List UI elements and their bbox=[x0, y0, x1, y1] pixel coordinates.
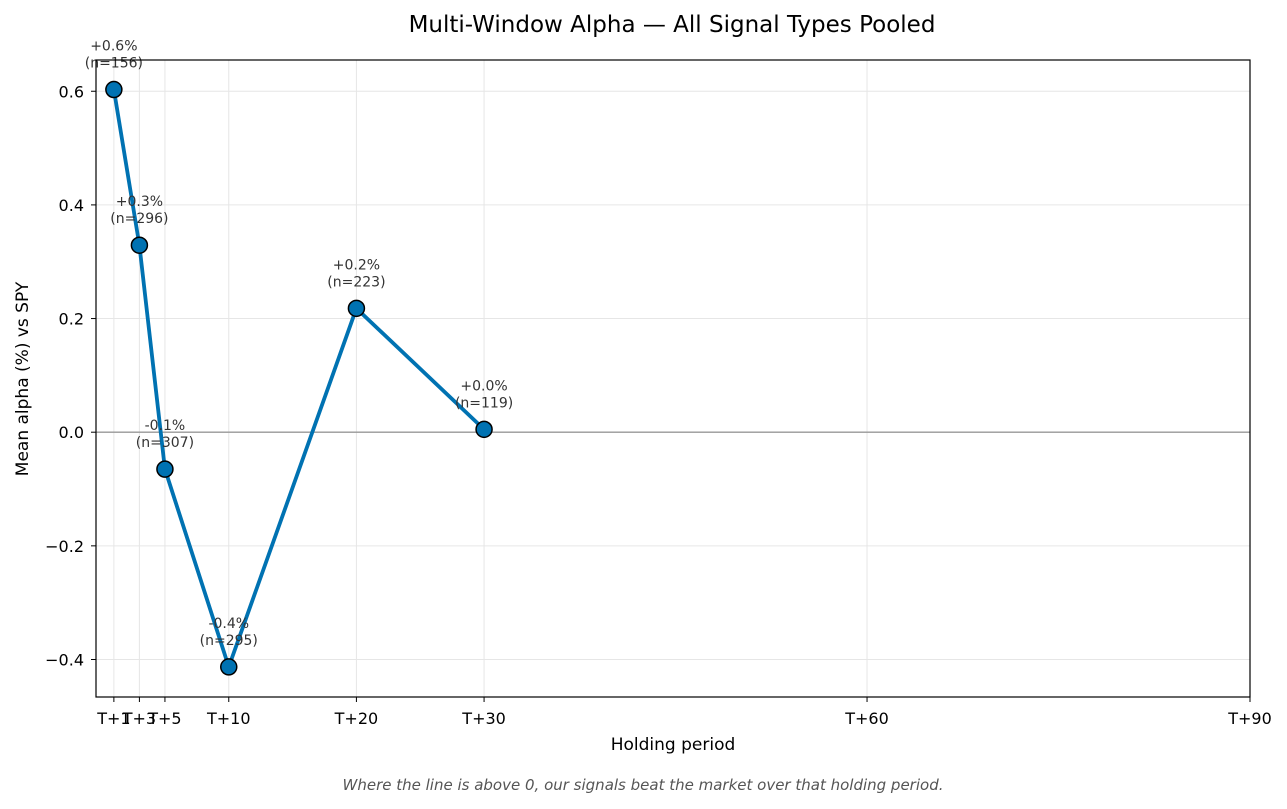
series-layer bbox=[114, 90, 484, 667]
data-point bbox=[106, 82, 122, 98]
x-tick-label: T+20 bbox=[334, 709, 379, 728]
data-value-label: +0.0% bbox=[460, 378, 507, 394]
data-count-label: (n=156) bbox=[85, 56, 143, 72]
y-tick-label: 0.4 bbox=[59, 196, 84, 215]
data-value-label: +0.2% bbox=[333, 257, 380, 273]
data-value-label: -0.4% bbox=[208, 616, 249, 632]
x-tick-label: T+10 bbox=[206, 709, 251, 728]
data-count-label: (n=296) bbox=[110, 211, 168, 227]
data-count-label: (n=295) bbox=[200, 633, 258, 649]
data-value-label: -0.1% bbox=[145, 418, 186, 434]
y-tick-label: 0.0 bbox=[59, 423, 84, 442]
x-tick-label: T+60 bbox=[844, 709, 889, 728]
y-tick-label: −0.4 bbox=[45, 650, 84, 669]
data-point bbox=[131, 237, 147, 253]
data-point bbox=[348, 300, 364, 316]
data-count-label: (n=119) bbox=[455, 395, 513, 411]
x-tick-label: T+90 bbox=[1227, 709, 1272, 728]
y-tick-label: −0.2 bbox=[45, 537, 84, 556]
y-axis-label: Mean alpha (%) vs SPY bbox=[13, 281, 33, 476]
plot-frame bbox=[96, 60, 1250, 697]
data-point bbox=[476, 421, 492, 437]
x-axis-label: Holding period bbox=[611, 735, 736, 755]
data-count-label: (n=223) bbox=[327, 274, 385, 290]
data-point bbox=[221, 659, 237, 675]
x-tick-label: T+30 bbox=[461, 709, 506, 728]
y-tick-label: 0.2 bbox=[59, 310, 84, 329]
data-value-label: +0.6% bbox=[90, 39, 137, 55]
point-layer bbox=[106, 82, 492, 675]
chart-title: Multi-Window Alpha — All Signal Types Po… bbox=[409, 12, 936, 38]
chart-caption: Where the line is above 0, our signals b… bbox=[343, 776, 944, 794]
x-tick-label: T+5 bbox=[147, 709, 181, 728]
alpha-series-line bbox=[114, 90, 484, 667]
data-point bbox=[157, 461, 173, 477]
data-count-label: (n=307) bbox=[136, 435, 194, 451]
data-value-label: +0.3% bbox=[116, 194, 163, 210]
y-tick-label: 0.6 bbox=[59, 82, 84, 101]
grid-layer bbox=[96, 60, 1250, 697]
